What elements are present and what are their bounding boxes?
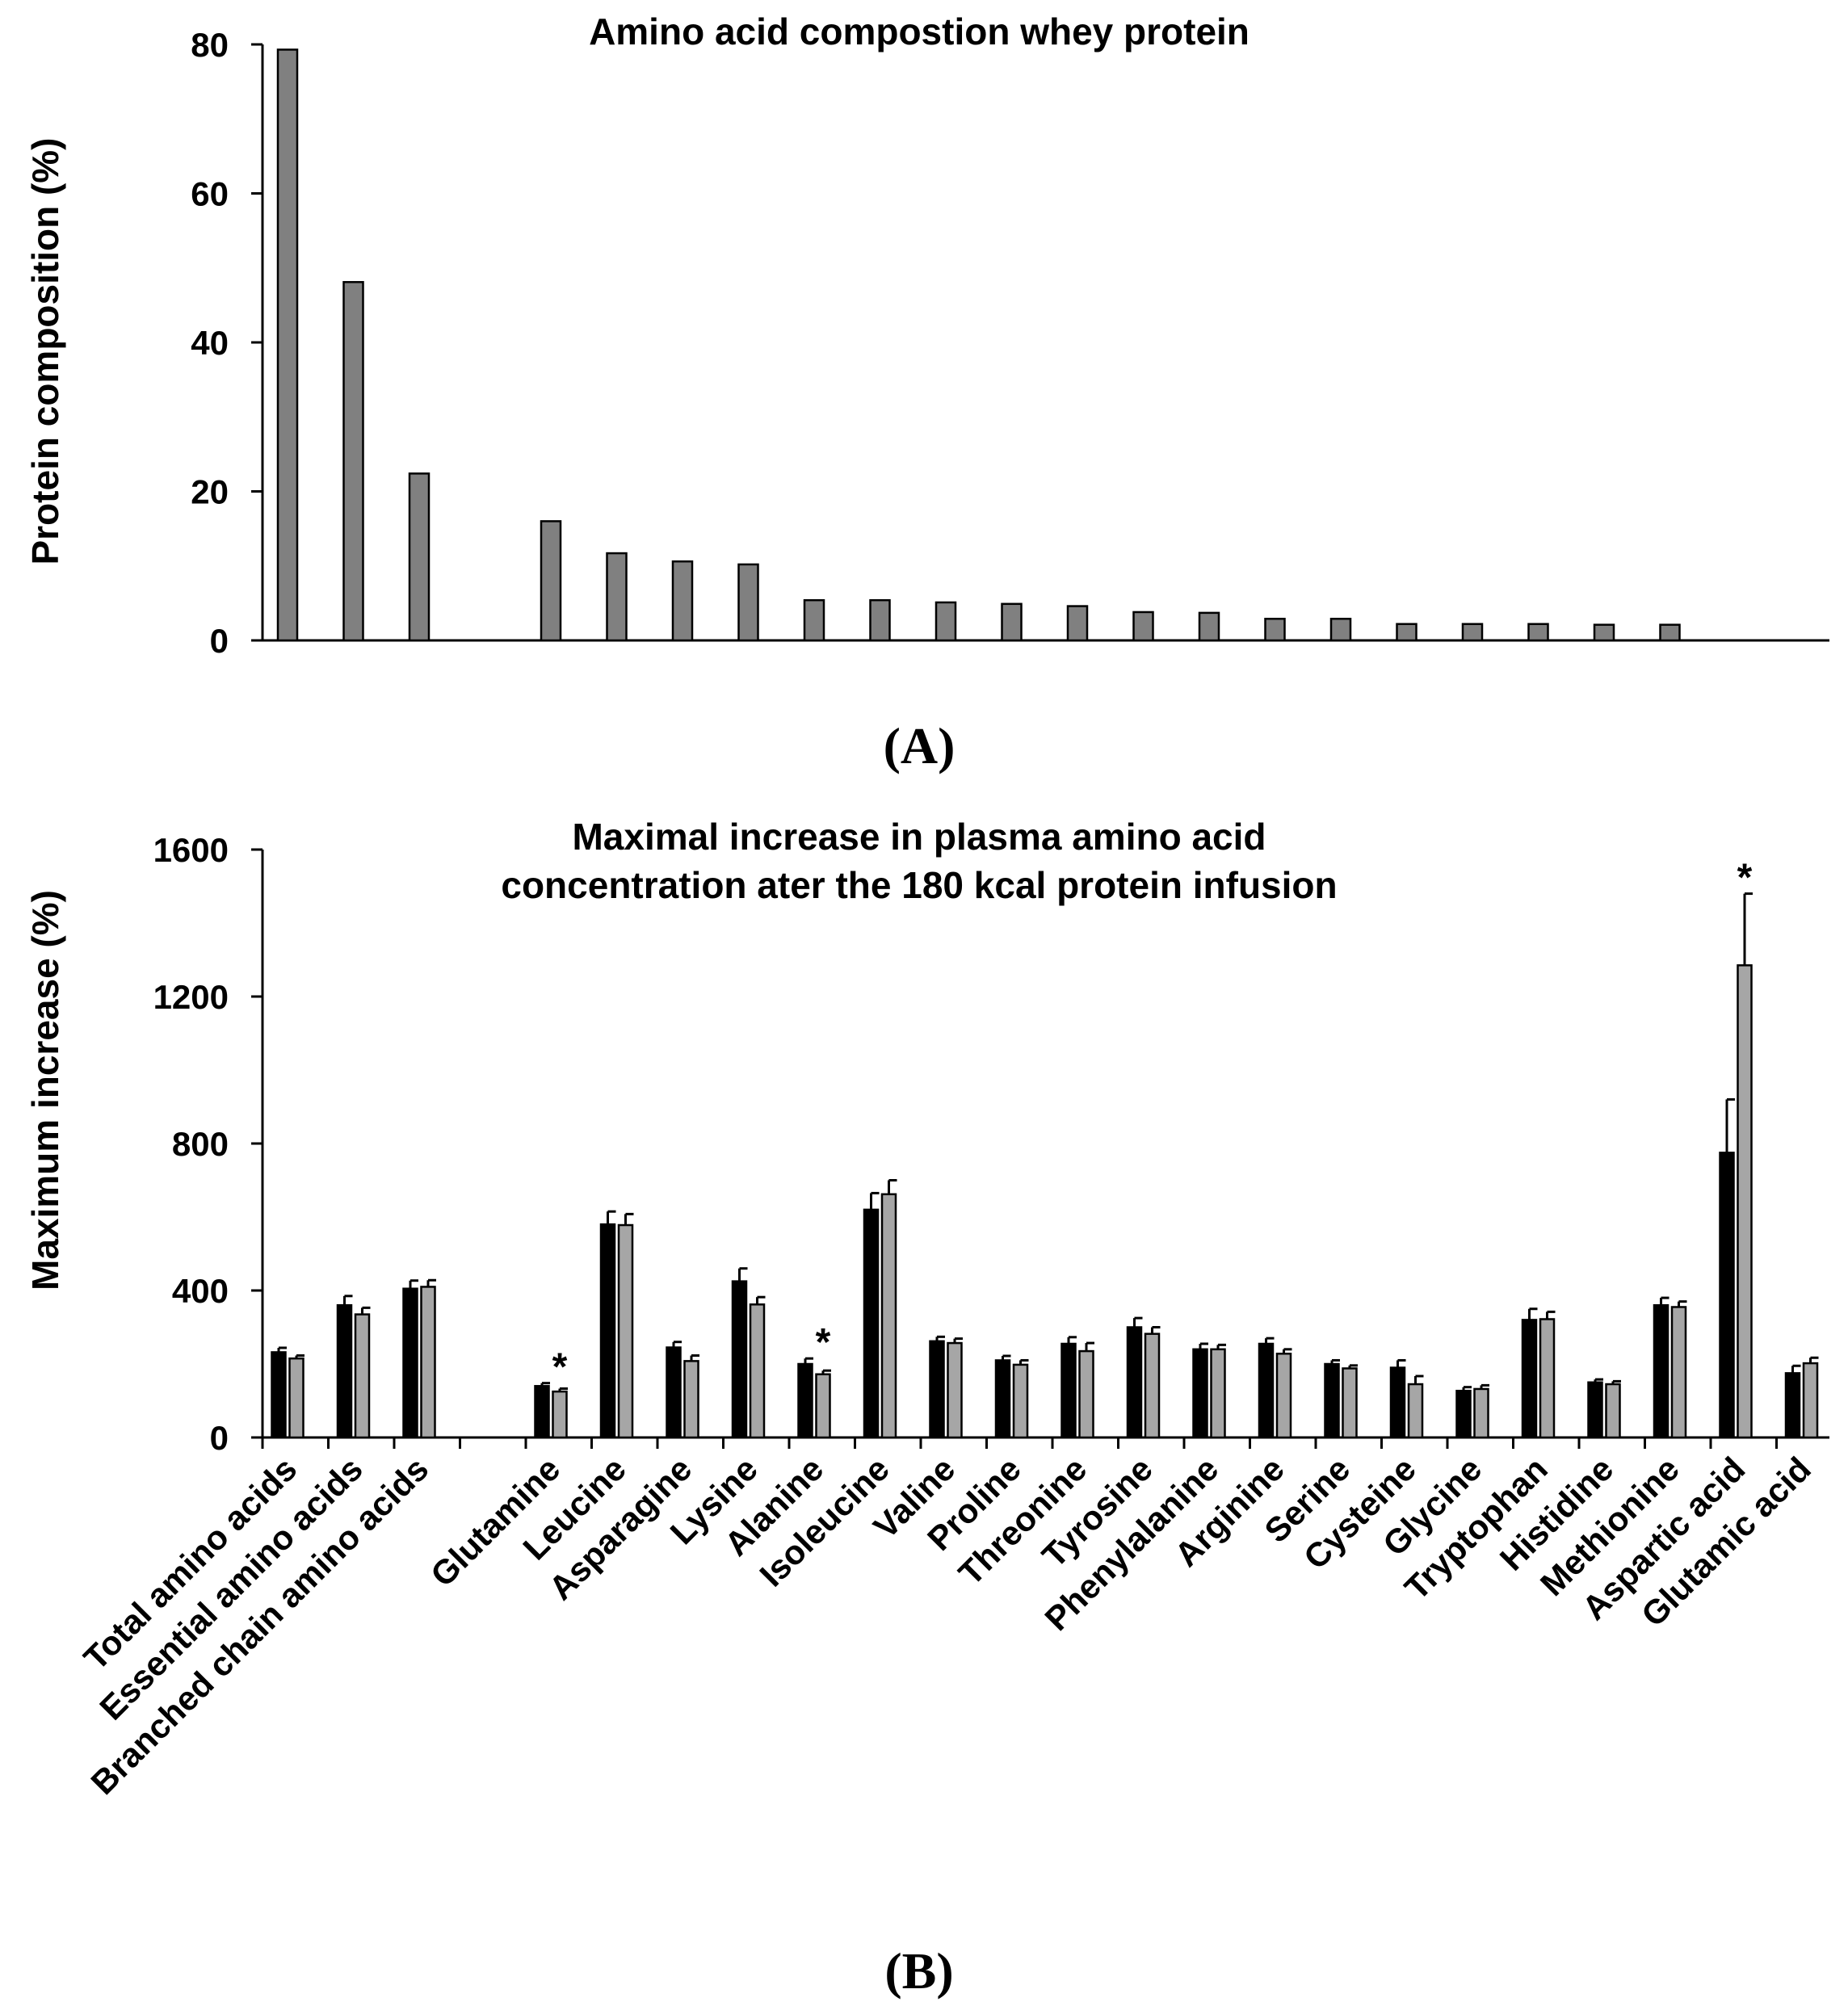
chart-b-bar-isoleucine-series-1 (863, 1208, 880, 1439)
chart-b-bar-proline-series-2 (1012, 1363, 1029, 1439)
chart-a-bar-isoleucine (869, 598, 891, 642)
chart-a-y-tick-label: 0 (210, 622, 229, 660)
chart-a-panel-label: (A) (884, 717, 956, 774)
chart-b-bar-glutamic-acid-series-2 (1802, 1362, 1819, 1439)
chart-a-bar-glutamine (540, 520, 562, 642)
chart-a-bar-phenylalanine (1198, 611, 1220, 642)
chart-b-bar-glutamic-acid-series-1 (1784, 1372, 1801, 1439)
chart-a-bar-asparagine (671, 560, 694, 642)
chart-a-y-tick-label: 40 (191, 324, 229, 362)
chart-b-bar-cysteine-series-1 (1389, 1366, 1406, 1439)
chart-b-bar-alanine-series-2 (815, 1373, 831, 1439)
chart-b-y-tick-label: 1200 (153, 978, 229, 1016)
chart-a-bar-arginine (1264, 617, 1286, 642)
chart-b-bar-aspartic-acid-series-2 (1737, 964, 1753, 1439)
chart-a-bar-essential-amino-acids (342, 281, 364, 642)
chart-b-bar-glycine-series-1 (1455, 1389, 1472, 1439)
chart-b-bar-histidine-series-1 (1587, 1381, 1603, 1439)
chart-a-y-tick-label: 20 (191, 473, 229, 511)
chart-b-bar-glutamine-series-2 (552, 1390, 568, 1439)
chart-b: Maximal increase in plasma amino acid co… (24, 816, 1829, 2000)
chart-b-significance-marker: * (816, 1321, 831, 1364)
chart-b-bar-glutamine-series-1 (534, 1385, 550, 1439)
chart-a-bar-valine (934, 601, 957, 642)
chart-b-bar-essential-amino-acids-series-2 (354, 1313, 371, 1439)
chart-b-bar-lysine-series-2 (749, 1303, 766, 1439)
chart-b-title-line-1: Maximal increase in plasma amino acid (572, 816, 1266, 858)
chart-b-bar-alanine-series-1 (797, 1362, 813, 1439)
chart-b-panel-label: (B) (884, 1942, 953, 2000)
chart-a-plot: 0 20 40 60 80 (191, 26, 1829, 660)
chart-a-bar-tryptophan (1527, 623, 1549, 642)
chart-a-bar-total-amino-acids (276, 48, 299, 642)
chart-b-bar-arginine-series-2 (1275, 1353, 1292, 1439)
chart-b-bar-threonine-series-2 (1078, 1349, 1094, 1439)
chart-b-x-tick-label: Essential amino acids (92, 1450, 370, 1727)
chart-b-y-axis-label: Maximum increase (%) (24, 890, 66, 1290)
chart-a-y-tick-label: 80 (191, 26, 229, 64)
chart-b-bar-proline-series-1 (994, 1359, 1011, 1439)
chart-a-bar-alanine (803, 598, 825, 642)
chart-b-bar-tryptophan-series-2 (1539, 1318, 1556, 1439)
chart-b-bar-valine-series-2 (947, 1341, 963, 1439)
chart-b-bar-valine-series-1 (929, 1340, 945, 1439)
chart-b-bar-total-amino-acids-series-2 (288, 1357, 304, 1439)
chart-b-bar-leucine-series-1 (599, 1223, 616, 1439)
chart-b-bar-tyrosine-series-2 (1144, 1332, 1161, 1439)
chart-a-bar-cysteine (1396, 623, 1418, 642)
chart-b-bar-arginine-series-1 (1258, 1342, 1275, 1439)
chart-b-bar-histidine-series-2 (1605, 1383, 1621, 1439)
chart-b-bar-branched-chain-amino-acids-series-2 (420, 1286, 436, 1439)
chart-b-bar-threonine-series-1 (1060, 1342, 1077, 1439)
chart-a-title: Amino acid compostion whey protein (589, 10, 1250, 52)
chart-b-bar-leucine-series-2 (617, 1223, 634, 1439)
chart-b-bar-branched-chain-amino-acids-series-1 (402, 1287, 418, 1439)
chart-b-significance-marker: * (1737, 857, 1753, 900)
chart-b-bar-essential-amino-acids-series-1 (336, 1303, 353, 1439)
chart-b-bar-asparagine-series-2 (683, 1360, 699, 1439)
chart-b-bar-aspartic-acid-series-1 (1719, 1152, 1735, 1439)
chart-a-bar-histidine (1593, 623, 1615, 642)
chart-a-bar-lysine (737, 563, 759, 642)
chart-b-y-tick-label: 0 (210, 1419, 229, 1457)
chart-a-bar-methionine (1659, 623, 1681, 642)
chart-a-bar-serine (1329, 617, 1352, 642)
chart-b-title-line-2: concentration ater the 180 kcal protein … (501, 864, 1337, 906)
chart-b-bar-phenylalanine-series-1 (1192, 1348, 1208, 1439)
chart-b-bar-isoleucine-series-2 (880, 1193, 897, 1439)
chart-b-bar-asparagine-series-1 (666, 1346, 682, 1439)
chart-b-y-tick-label: 400 (172, 1272, 229, 1310)
chart-b-y-tick-label: 1600 (153, 831, 229, 869)
chart-b-y-tick-label: 800 (172, 1125, 229, 1163)
chart-b-significance-marker: * (552, 1346, 568, 1389)
chart-b-bar-tryptophan-series-1 (1521, 1319, 1538, 1439)
chart-a-y-axis-label: Protein composition (%) (24, 138, 66, 565)
chart-a: Amino acid compostion whey protein Prote… (24, 10, 1829, 774)
chart-b-bar-serine-series-2 (1342, 1367, 1358, 1439)
chart-b-bar-lysine-series-1 (731, 1280, 748, 1439)
chart-b-bar-total-amino-acids-series-1 (271, 1351, 287, 1439)
chart-a-bar-leucine (606, 552, 628, 642)
chart-a-bar-threonine (1066, 605, 1089, 642)
chart-a-bar-branched-chain-amino-acids (408, 472, 430, 642)
chart-b-bar-cysteine-series-2 (1407, 1383, 1424, 1439)
chart-b-bar-tyrosine-series-1 (1126, 1326, 1143, 1439)
chart-b-bar-methionine-series-1 (1653, 1303, 1670, 1439)
chart-a-bar-tyrosine (1132, 611, 1154, 642)
chart-b-bar-serine-series-1 (1324, 1362, 1340, 1439)
chart-a-y-tick-label: 60 (191, 175, 229, 213)
chart-b-bar-methionine-series-2 (1670, 1306, 1687, 1439)
chart-b-bar-glycine-series-2 (1473, 1387, 1489, 1439)
chart-a-bar-proline (1001, 602, 1023, 642)
chart-a-bar-glycine (1461, 623, 1484, 642)
chart-b-bar-phenylalanine-series-2 (1210, 1348, 1226, 1439)
